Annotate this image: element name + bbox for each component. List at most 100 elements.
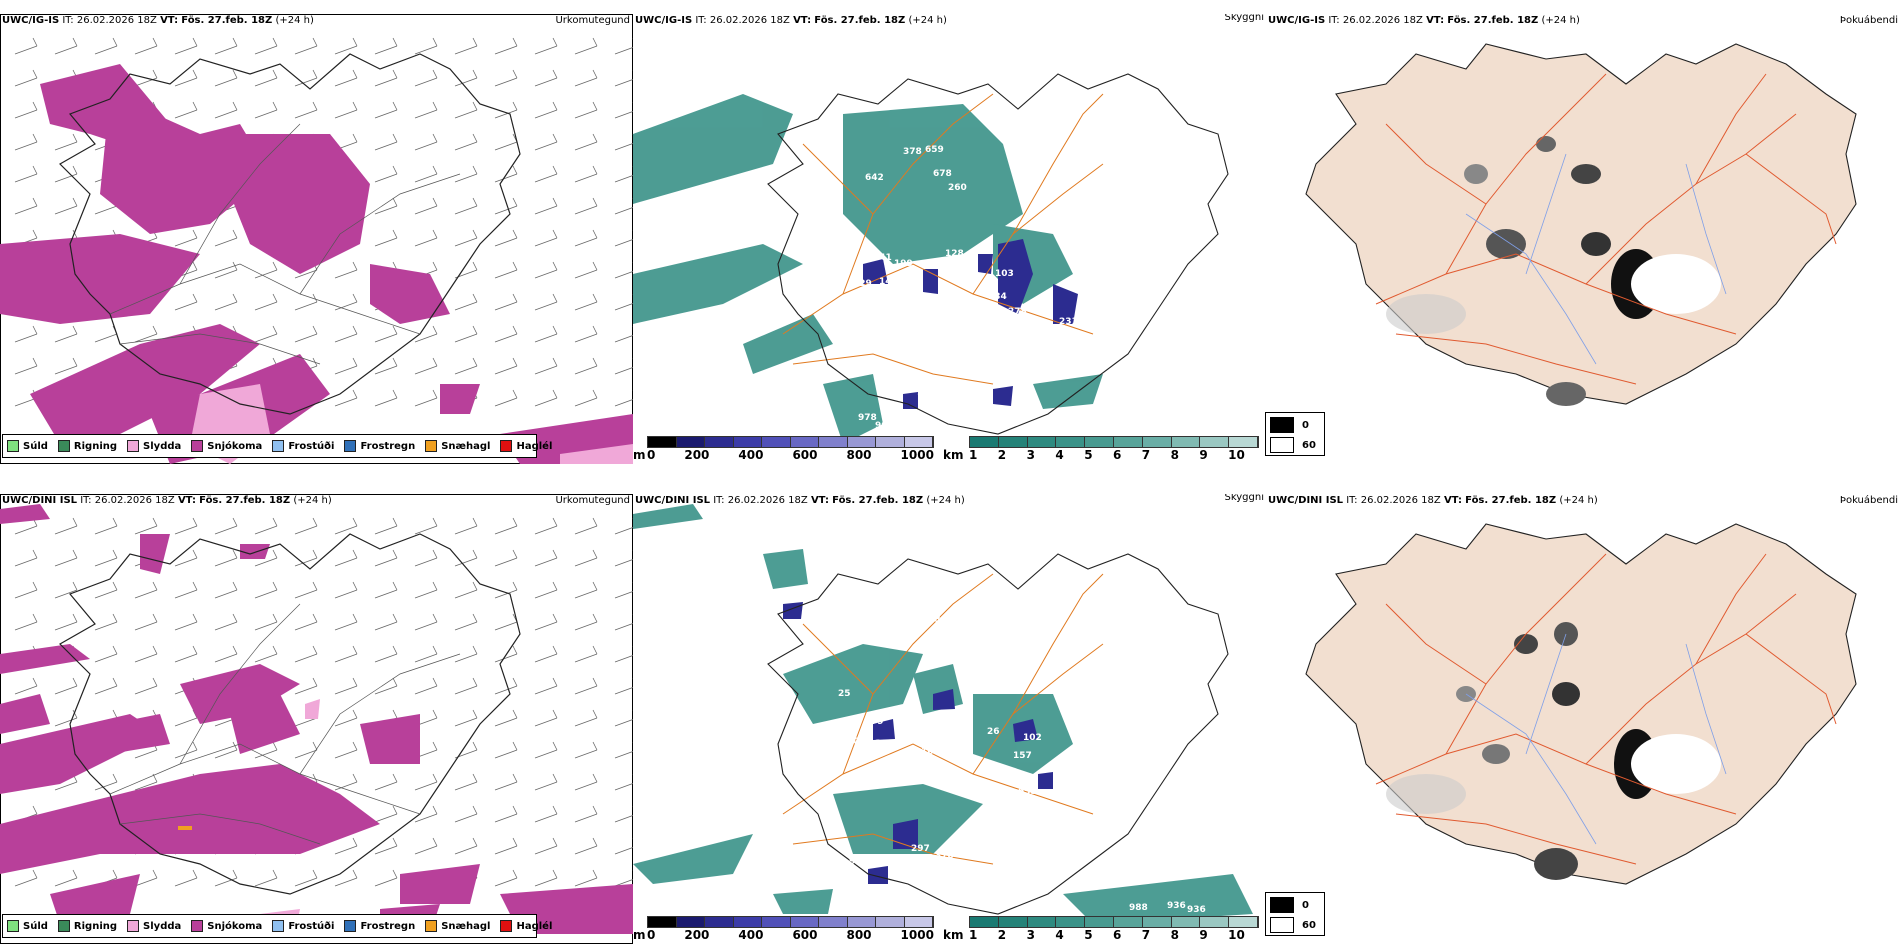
wind-barb-feather (192, 869, 198, 879)
wind-barb (614, 783, 633, 791)
wind-barb-feather (392, 325, 398, 335)
fog-legend-row: 60 (1270, 917, 1316, 933)
colorbar-tick: 3 (1026, 928, 1035, 942)
wind-barb (574, 109, 598, 119)
wind-barb (374, 557, 398, 567)
fog-panel-bottom: UWC/DINI ISL IT: 26.02.2026 18Z VT: Fös.… (1266, 494, 1900, 944)
colorbar-segment (1113, 437, 1143, 447)
wind-barb-feather (472, 133, 478, 143)
wind-barb-feather (352, 389, 358, 399)
wind-barb (614, 815, 633, 823)
low-ceiling-areas (863, 239, 1078, 409)
legend-item: Haglél (500, 920, 552, 932)
wind-barb (614, 47, 633, 55)
wind-barb (54, 45, 78, 55)
wind-barb (534, 301, 558, 311)
wind-barb (494, 781, 518, 791)
wind-barb-feather (272, 869, 278, 879)
visibility-panel-top: 378 659 678 260 642 410 738 128 44 141 199 103 129 14… (633, 14, 1266, 464)
visibility-unit: km (943, 928, 964, 942)
wind-barb (374, 205, 398, 215)
wind-barb-feather (472, 805, 478, 815)
wind-barb-feather (472, 69, 478, 79)
wind-barb-feather (552, 517, 558, 527)
fog-legend-swatch (1270, 897, 1294, 913)
colorbar-tick: 6 (1112, 448, 1122, 462)
fog-landmass (1305, 43, 1857, 405)
coastline (59, 53, 521, 415)
colorbar-segment (1229, 917, 1258, 927)
colorbar-tick: 4 (1055, 928, 1064, 942)
wind-barb-feather (72, 613, 78, 623)
contour-label: 159 (823, 307, 842, 317)
wind-barb (414, 397, 438, 407)
wind-barb-feather (592, 261, 598, 271)
wind-barb-feather (352, 37, 358, 47)
colorbar-segment (876, 917, 905, 927)
wind-barb (614, 719, 633, 727)
panel-header-bottom-right: UWC/DINI ISL IT: 26.02.2026 18Z VT: Fös.… (1268, 495, 1598, 506)
wind-barb (14, 621, 38, 631)
wind-barb-feather (312, 645, 318, 655)
wind-barb (614, 847, 633, 855)
contour-label: 678 (933, 169, 952, 179)
wind-barb (214, 77, 238, 87)
wind-barb-feather (192, 293, 198, 303)
contour-label: 80 (943, 725, 956, 735)
wind-barb-feather (552, 613, 558, 623)
wind-barb (214, 301, 238, 311)
fog-legend-swatch (1270, 437, 1294, 453)
colorbar-tick: 5 (1084, 448, 1093, 462)
colorbar-tick: 400 (738, 448, 764, 462)
wind-barb-feather (592, 805, 598, 815)
wind-barb (614, 239, 633, 247)
wind-barb-feather (552, 869, 558, 879)
wind-barb (14, 109, 38, 119)
legend-item: Snæhagl (425, 440, 490, 452)
colorbar-segment (648, 917, 677, 927)
legend-item: Súld (7, 440, 48, 452)
wind-barb (134, 749, 158, 759)
wind-barb (534, 173, 558, 183)
wind-barb-feather (552, 229, 558, 239)
wind-barb-feather (552, 37, 558, 47)
contour-label: 60 (1066, 337, 1079, 347)
wind-barb-feather (232, 517, 238, 527)
wind-barb (454, 333, 478, 343)
wind-barb (14, 685, 38, 695)
roads (1375, 553, 1837, 865)
wind-barb (454, 685, 478, 695)
contour-label: 141 (873, 253, 892, 263)
wind-barb-feather (72, 37, 78, 47)
contour-label: 86 (1070, 817, 1083, 827)
legend-label: Snjókoma (207, 920, 263, 932)
wind-barb (614, 751, 633, 759)
wind-barb (334, 557, 358, 567)
contour-label: 80 (911, 861, 924, 871)
wind-barb (294, 557, 318, 567)
wind-barb (414, 45, 438, 55)
colorbar-tick: 0 (647, 448, 656, 462)
wind-barb (414, 77, 438, 87)
colorbar-segment (970, 437, 999, 447)
wind-barb-feather (472, 549, 478, 559)
colorbar-segment (1056, 437, 1086, 447)
wind-barb (494, 173, 518, 183)
wind-barb-feather (432, 261, 438, 271)
wind-barb-feather (432, 165, 438, 175)
fog-legend-label: 60 (1302, 439, 1316, 451)
wind-barb-feather (312, 549, 318, 559)
wind-barb-feather (312, 293, 318, 303)
wind-barb-feather (192, 229, 198, 239)
colorbar-tick: 1 (969, 448, 978, 462)
wind-barb-feather (552, 133, 558, 143)
colorbar-segment (998, 437, 1028, 447)
fog-legend-top: 0 60 (1265, 412, 1325, 456)
wind-barb-feather (112, 37, 118, 47)
legend-label: Slydda (143, 920, 182, 932)
wind-barb-feather (312, 101, 318, 111)
wind-barb (254, 77, 278, 87)
wind-barb-feather (312, 325, 318, 335)
wind-barb-feather (32, 101, 38, 111)
